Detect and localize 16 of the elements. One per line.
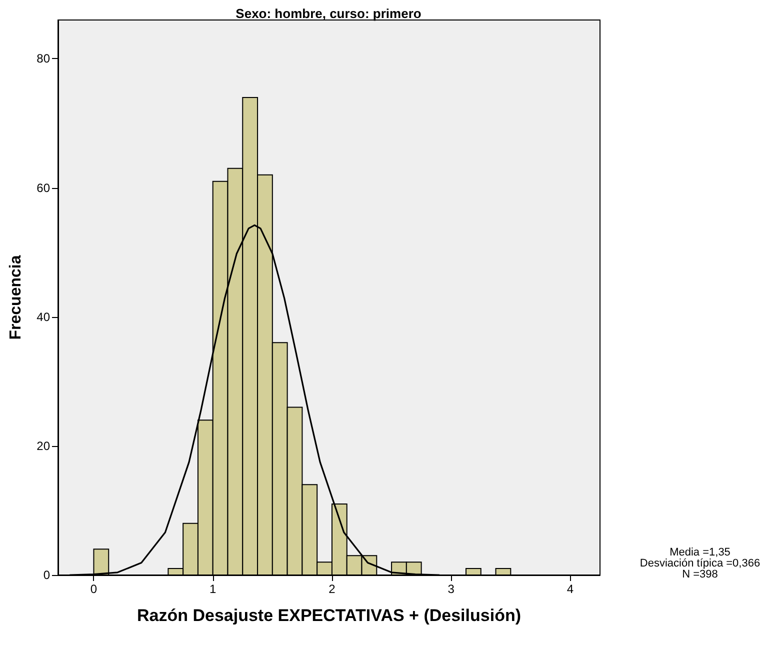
y-tick-label: 80	[36, 52, 50, 66]
y-tick-label: 60	[36, 180, 50, 195]
text: Media =1,35	[670, 546, 730, 558]
x-tick-label: 1	[210, 582, 217, 596]
x-axis-title: Razón Desajuste EXPECTATIVAS + (Desilusión)	[137, 606, 521, 625]
chart-title: Sexo: hombre, curso: primero	[236, 6, 422, 21]
x-tick-label: 4	[566, 582, 574, 596]
y-tick-label: 40	[36, 310, 50, 324]
y-tick-label: 0	[43, 568, 50, 582]
y-axis-title: Frecuencia	[8, 255, 24, 340]
text: Desviación típica =0,366	[640, 558, 760, 570]
x-tick-label: 3	[448, 582, 455, 596]
x-tick-label: 0	[90, 582, 98, 596]
text: N =398	[682, 568, 718, 580]
x-tick-label: 2	[328, 582, 336, 596]
y-tick-label: 20	[36, 438, 50, 453]
